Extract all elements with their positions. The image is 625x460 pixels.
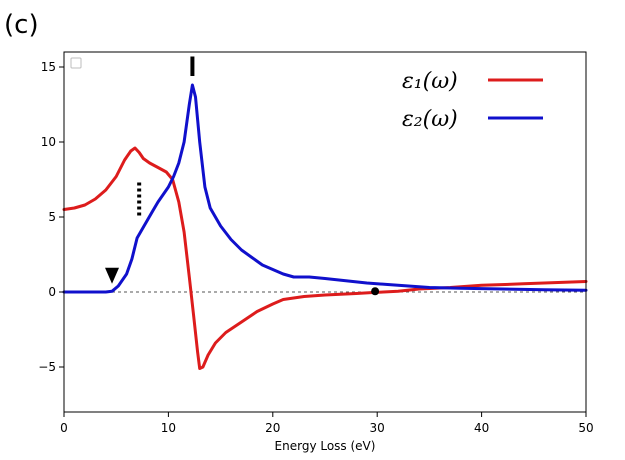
y-tick-label: 15 [41,60,56,74]
legend-label-2: ε₂(ω) [402,107,458,132]
axes: 0 10 20 30 40 50 −5 0 5 10 15 Energy Loss (eV) [38,51,594,453]
plot-frame [63,51,587,413]
series-layer [62,83,588,370]
series-line-2 [62,83,588,294]
y-tick-label: −5 [38,360,56,374]
x-tick-label: 50 [578,421,593,435]
legend-label-1: ε₁(ω) [402,69,458,94]
annotation-layer [105,56,380,296]
x-tick-label: 10 [161,421,176,435]
y-tick-label: 5 [48,210,56,224]
y-tick-label: 0 [48,285,56,299]
x-tick-label: 40 [474,421,489,435]
y-tick-label: 10 [41,135,56,149]
onset-triangle-marker [105,267,120,284]
x-axis-label: Energy Loss (eV) [275,439,376,453]
plasmon-dot-marker [371,287,380,296]
x-tick-label: 20 [265,421,280,435]
series-line-1 [62,146,588,370]
x-tick-label: 0 [60,421,68,435]
legend: ε₁(ω) ε₂(ω) [70,57,543,132]
x-tick-label: 30 [370,421,385,435]
empty-legend-box [70,57,82,69]
panel-label: (c) [4,10,39,40]
